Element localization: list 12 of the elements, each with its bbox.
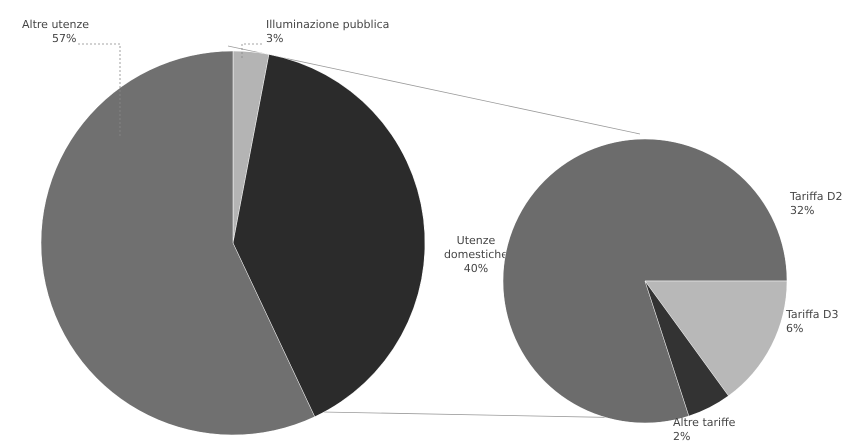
slice-label: Tariffa D2: [789, 190, 843, 203]
data-label: 40%: [464, 262, 488, 275]
slice-label: Altre tariffe: [673, 416, 736, 429]
data-label: 6%: [786, 322, 804, 335]
slice-label: Altre utenze: [22, 18, 90, 31]
data-label: 2%: [673, 430, 690, 443]
slice-label: Tariffa D3: [785, 308, 839, 321]
data-label: 3%: [266, 32, 284, 45]
data-label: 57%: [52, 32, 76, 45]
slice-label: Utenze domestiche: [444, 234, 508, 261]
slice-label: Illuminazione pubblica: [266, 18, 390, 31]
data-label: 32%: [790, 204, 814, 217]
